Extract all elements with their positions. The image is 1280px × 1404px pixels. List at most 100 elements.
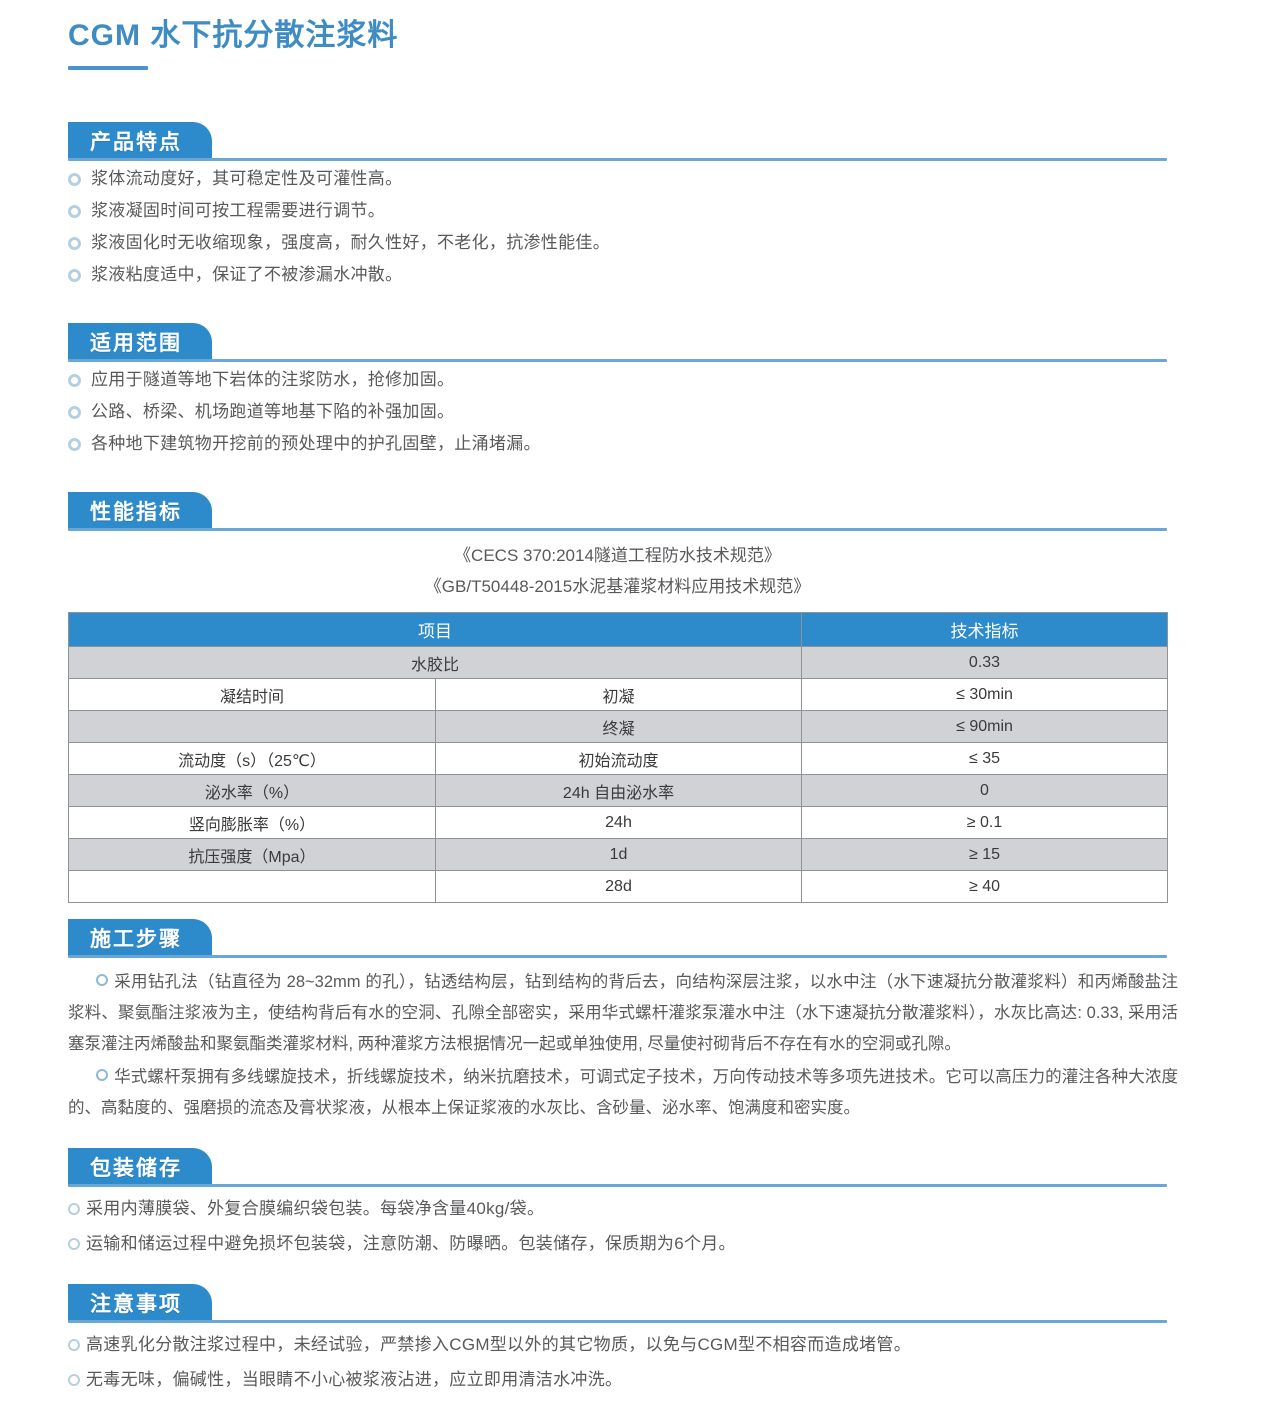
cell-sub: 初凝 [435,678,802,711]
cell-value: ≥ 40 [801,870,1168,903]
section-header-features: 产品特点 [0,122,1280,161]
table-row: 流动度（s）（25℃） 初始流动度 ≤ 35 [68,742,1168,775]
section-banner-notes: 注意事项 [68,1284,212,1322]
section-banner-packaging: 包装储存 [68,1148,212,1186]
list-item-text: 采用内薄膜袋、外复合膜编织袋包装。每袋净含量40kg/袋。 [86,1199,545,1218]
performance-table: 项目 技术指标 水胶比 0.33 凝结时间 初凝 ≤ 30min 终凝 ≤ 90… [68,612,1168,903]
list-item: 公路、桥梁、机场跑道等地基下陷的补强加固。 [68,401,1178,423]
list-item-text: 浆体流动度好，其可稳定性及可灌性高。 [91,169,403,188]
cell-item: 竖向膨胀率（%） [68,806,436,839]
section-rule-features [68,158,1167,161]
section-banner-performance: 性能指标 [68,492,212,530]
section-construction: 施工步骤 采用钻孔法（钻直径为 28~32mm 的孔），钻透结构层，钻到结构的背… [0,919,1280,1117]
table-row: 水胶比 0.33 [68,646,1168,679]
list-item: 浆液粘度适中，保证了不被渗漏水冲散。 [68,264,1178,286]
list-item-text: 无毒无味，偏碱性，当眼睛不小心被浆液沾进，应立即用清洁水冲洗。 [86,1370,623,1389]
table-header-row: 项目 技术指标 [68,612,1168,647]
list-item-text: 各种地下建筑物开挖前的预处理中的护孔固壁，止涌堵漏。 [91,434,541,453]
ring-bullet-icon [68,1339,80,1351]
feature-list: 浆体流动度好，其可稳定性及可灌性高。 浆液凝固时间可按工程需要进行调节。 浆液固… [68,168,1178,296]
section-header-construction: 施工步骤 [0,919,1280,958]
list-item-text: 运输和储运过程中避免损坏包装袋，注意防潮、防曝晒。包装储存，保质期为6个月。 [86,1234,736,1253]
list-item-text: 浆液凝固时间可按工程需要进行调节。 [91,201,386,220]
section-title-performance: 性能指标 [90,501,182,524]
cell-value: 0 [801,774,1168,807]
section-banner-features: 产品特点 [68,122,212,160]
standards-references: 《CECS 370:2014隧道工程防水技术规范》 《GB/T50448-201… [68,540,1167,602]
cell-value: 0.33 [801,646,1168,679]
standard-reference: 《CECS 370:2014隧道工程防水技术规范》 [454,546,781,565]
section-banner-scope: 适用范围 [68,323,212,361]
paragraph: 采用钻孔法（钻直径为 28~32mm 的孔），钻透结构层，钻到结构的背后去，向结… [68,967,1178,1060]
table-row: 终凝 ≤ 90min [68,710,1168,743]
ring-bullet-icon [96,974,108,986]
section-title-packaging: 包装储存 [90,1157,182,1180]
section-packaging: 包装储存 采用内薄膜袋、外复合膜编织袋包装。每袋净含量40kg/袋。 运输和储运… [0,1148,1280,1253]
cell-value: ≥ 0.1 [801,806,1168,839]
ring-bullet-icon [68,374,81,387]
list-item-text: 公路、桥梁、机场跑道等地基下陷的补强加固。 [91,402,455,421]
paragraph: 华式螺杆泵拥有多线螺旋技术，折线螺旋技术，纳米抗磨技术，可调式定子技术，万向传动… [68,1062,1178,1124]
column-header-item: 项目 [68,612,802,647]
ring-bullet-icon [68,1374,80,1386]
cell-item: 泌水率（%） [68,774,436,807]
section-title-notes: 注意事项 [90,1293,182,1316]
table-row: 抗压强度（Mpa） 1d ≥ 15 [68,838,1168,871]
cell-item [68,870,436,903]
cell-item: 抗压强度（Mpa） [68,838,436,871]
list-item: 无毒无味，偏碱性，当眼睛不小心被浆液沾进，应立即用清洁水冲洗。 [68,1369,1178,1391]
page-title: CGM 水下抗分散注浆料 [68,19,399,52]
list-item-text: 高速乳化分散注浆过程中，未经试验，严禁掺入CGM型以外的其它物质，以免与CGM型… [86,1335,912,1354]
cell-sub: 初始流动度 [435,742,802,775]
cell-item: 凝结时间 [68,678,436,711]
list-item-text: 浆液粘度适中，保证了不被渗漏水冲散。 [91,265,403,284]
paragraph-text: 采用钻孔法（钻直径为 28~32mm 的孔），钻透结构层，钻到结构的背后去，向结… [68,973,1178,1053]
title-underline [68,66,148,70]
ring-bullet-icon [68,1203,80,1215]
table-row: 泌水率（%） 24h 自由泌水率 0 [68,774,1168,807]
section-rule-packaging [68,1184,1167,1187]
section-header-packaging: 包装储存 [0,1148,1280,1187]
list-item: 高速乳化分散注浆过程中，未经试验，严禁掺入CGM型以外的其它物质，以免与CGM型… [68,1334,1178,1356]
section-performance: 性能指标 《CECS 370:2014隧道工程防水技术规范》 《GB/T5044… [0,492,1280,596]
table-row: 28d ≥ 40 [68,870,1168,903]
section-header-performance: 性能指标 [0,492,1280,531]
section-rule-scope [68,359,1167,362]
ring-bullet-icon [68,438,81,451]
cell-sub: 终凝 [435,710,802,743]
ring-bullet-icon [68,406,81,419]
list-item-text: 浆液固化时无收缩现象，强度高，耐久性好，不老化，抗渗性能佳。 [91,233,610,252]
cell-value: ≤ 30min [801,678,1168,711]
section-features: 产品特点 浆体流动度好，其可稳定性及可灌性高。 浆液凝固时间可按工程需要进行调节… [0,122,1280,284]
list-item: 应用于隧道等地下岩体的注浆防水，抢修加固。 [68,369,1178,391]
section-header-notes: 注意事项 [0,1284,1280,1323]
section-scope: 适用范围 应用于隧道等地下岩体的注浆防水，抢修加固。 公路、桥梁、机场跑道等地基… [0,323,1280,453]
cell-value: ≥ 15 [801,838,1168,871]
ring-bullet-icon [96,1069,108,1081]
notes-list: 高速乳化分散注浆过程中，未经试验，严禁掺入CGM型以外的其它物质，以免与CGM型… [68,1334,1178,1404]
section-title-scope: 适用范围 [90,332,182,355]
section-header-scope: 适用范围 [0,323,1280,362]
cell-value: ≤ 35 [801,742,1168,775]
ring-bullet-icon [68,1238,80,1250]
section-rule-construction [68,955,1167,958]
section-notes: 注意事项 高速乳化分散注浆过程中，未经试验，严禁掺入CGM型以外的其它物质，以免… [0,1284,1280,1389]
section-rule-performance [68,528,1167,531]
paragraph-text: 华式螺杆泵拥有多线螺旋技术，折线螺旋技术，纳米抗磨技术，可调式定子技术，万向传动… [68,1068,1178,1117]
list-item: 各种地下建筑物开挖前的预处理中的护孔固壁，止涌堵漏。 [68,433,1178,455]
section-title-features: 产品特点 [90,131,182,154]
table-row: 凝结时间 初凝 ≤ 30min [68,678,1168,711]
list-item: 浆液固化时无收缩现象，强度高，耐久性好，不老化，抗渗性能佳。 [68,232,1178,254]
packaging-list: 采用内薄膜袋、外复合膜编织袋包装。每袋净含量40kg/袋。 运输和储运过程中避免… [68,1198,1178,1268]
cell-sub: 24h [435,806,802,839]
scope-list: 应用于隧道等地下岩体的注浆防水，抢修加固。 公路、桥梁、机场跑道等地基下陷的补强… [68,369,1178,465]
list-item-text: 应用于隧道等地下岩体的注浆防水，抢修加固。 [91,370,455,389]
ring-bullet-icon [68,173,81,186]
table-row: 竖向膨胀率（%） 24h ≥ 0.1 [68,806,1168,839]
cell-value: ≤ 90min [801,710,1168,743]
section-rule-notes [68,1320,1167,1323]
column-header-spec: 技术指标 [801,612,1168,647]
construction-paragraphs: 采用钻孔法（钻直径为 28~32mm 的孔），钻透结构层，钻到结构的背后去，向结… [68,967,1178,1126]
cell-item [68,710,436,743]
list-item: 浆体流动度好，其可稳定性及可灌性高。 [68,168,1178,190]
